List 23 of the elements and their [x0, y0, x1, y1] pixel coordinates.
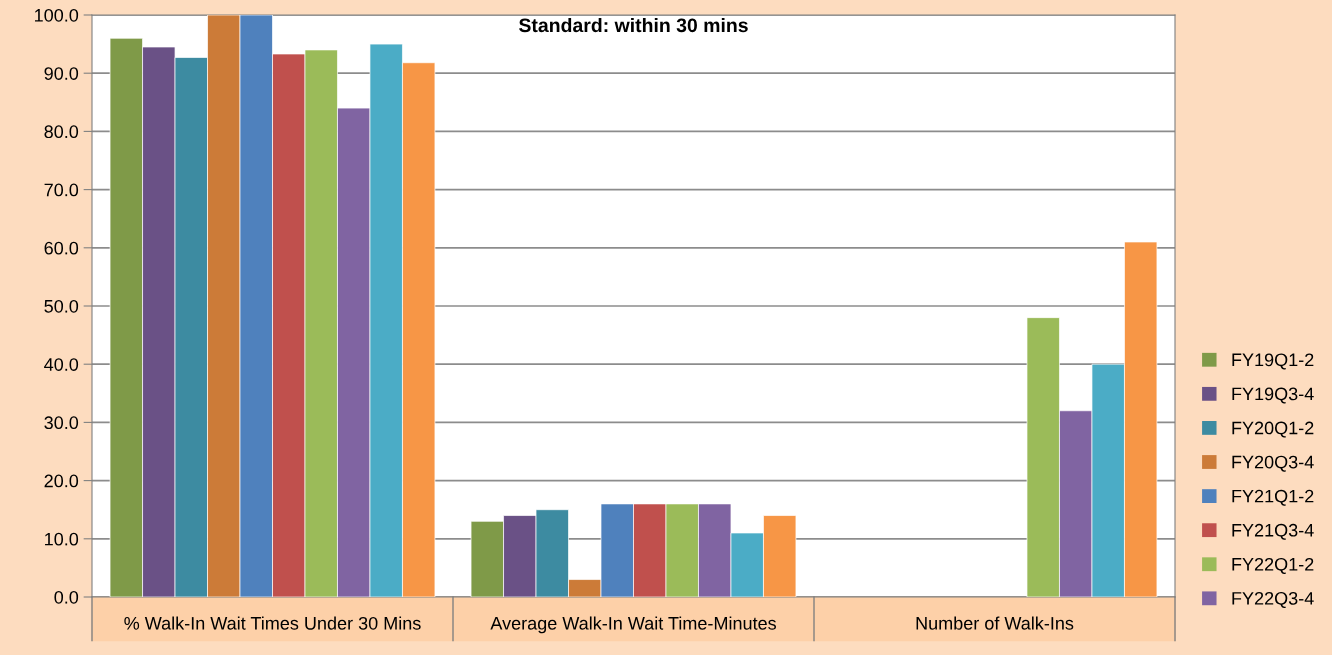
y-tick-label: 70.0 — [44, 183, 79, 197]
y-tick-label: 60.0 — [44, 241, 79, 255]
x-tick-label: Average Walk-In Wait Time-Minutes — [490, 616, 776, 634]
y-tick-label: 40.0 — [44, 358, 79, 371]
y-tick-label: 0.0 — [54, 590, 79, 604]
legend-label: FY21Q1-2 — [1232, 489, 1314, 506]
y-tick-label: 80.0 — [44, 125, 79, 139]
legend-label: FY22Q1-2 — [1232, 557, 1314, 574]
y-tick-label: 10.0 — [45, 532, 79, 546]
legend-label: FY19Q1-2 — [1232, 353, 1314, 370]
legend-label: FY22Q3-4 — [1232, 591, 1314, 609]
y-tick-label: 90.0 — [44, 67, 79, 80]
y-tick-label: 20.0 — [44, 474, 79, 488]
legend-label: FY20Q3-4 — [1232, 455, 1314, 472]
legend-label: FY21Q3-4 — [1232, 523, 1314, 540]
y-tick-label: 30.0 — [44, 416, 79, 430]
x-tick-label: Number of Walk-Ins — [916, 616, 1074, 630]
x-tick-label: % Walk-In Wait Times Under 30 Mins — [124, 616, 421, 630]
chart-title: Standard: within 30 mins — [519, 17, 748, 33]
y-tick-label: 50.0 — [44, 299, 79, 313]
y-tick-label: 100.0 — [35, 8, 79, 22]
legend-label: FY19Q3-4 — [1232, 387, 1314, 404]
legend-label: FY20Q1-2 — [1232, 421, 1314, 438]
